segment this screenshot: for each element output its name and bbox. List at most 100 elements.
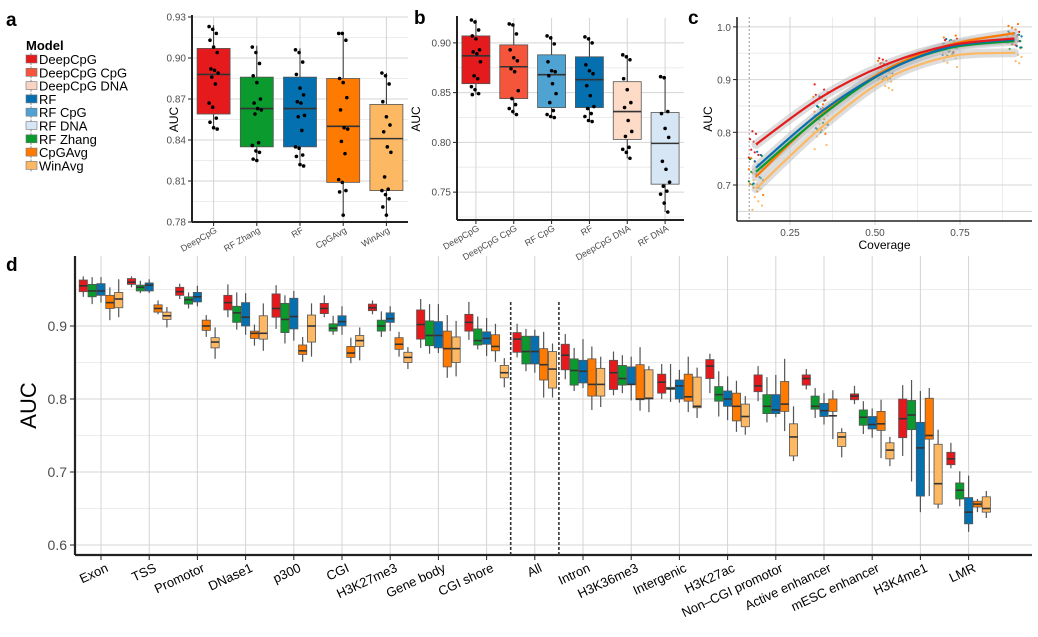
data-point [297, 146, 301, 150]
data-point [660, 159, 665, 164]
scatter-point [1007, 24, 1010, 27]
box-body [762, 394, 772, 414]
x-tick-label: 0.50 [865, 228, 885, 239]
y-tick-label: 0.9 [717, 76, 731, 87]
data-point [516, 88, 521, 93]
box-rf-zhang [617, 355, 627, 394]
scatter-point [754, 132, 758, 135]
box-cpgavg [683, 356, 693, 413]
data-point [545, 112, 549, 117]
box-rf [144, 279, 154, 294]
legend-key-swatch [25, 94, 38, 104]
legend-key-swatch [25, 81, 38, 90]
data-point [507, 22, 512, 26]
data-point [211, 125, 216, 130]
category-group [560, 334, 606, 410]
scatter-point [1016, 22, 1020, 26]
data-point [295, 99, 300, 104]
box-rf [482, 317, 492, 356]
scatter-point [943, 38, 947, 42]
box-deepcpg [608, 351, 618, 396]
y-axis-label: AUC [701, 106, 715, 132]
box-deepcpg [461, 18, 491, 97]
data-point [340, 31, 345, 36]
data-point [300, 153, 305, 157]
box-cpgavg [394, 331, 404, 357]
data-point [381, 205, 385, 209]
scatter-point [747, 180, 750, 183]
data-point [387, 196, 391, 201]
data-point [473, 20, 477, 24]
legend-item-label: DeepCpG [39, 52, 97, 67]
box-body [753, 374, 763, 393]
y-tick-label: 0.7 [717, 181, 731, 192]
category-group [801, 369, 847, 458]
box-body [801, 374, 811, 386]
box-rf [283, 48, 317, 168]
box-rf-zhang [858, 401, 868, 435]
legend-key-swatch [25, 107, 38, 117]
box-body [933, 443, 943, 505]
scatter-point [747, 156, 750, 159]
y-tick-label: 0.81 [167, 177, 187, 188]
box-winavg [369, 71, 404, 217]
box-deepcpg-dna [612, 53, 642, 161]
data-point [512, 69, 517, 74]
box-body [385, 312, 395, 323]
box-deepcpg [705, 353, 715, 394]
legend-item-label: RF CpG [39, 105, 87, 120]
box-winavg [837, 428, 847, 458]
category-group [271, 285, 317, 362]
box-body [241, 302, 251, 327]
data-point [476, 91, 481, 96]
scatter-point [1018, 62, 1021, 65]
box-winavg [885, 436, 895, 467]
scatter-point [878, 57, 881, 60]
legend-item: CpGAvg [25, 145, 88, 160]
box-deepcpg [512, 323, 522, 358]
data-point [208, 38, 212, 43]
scatter-point [747, 168, 750, 171]
scatter-point [757, 153, 760, 157]
scatter-point [748, 182, 752, 186]
box-body [114, 292, 124, 309]
data-point [624, 55, 629, 59]
chart-panel-c: 0.25 0.50 0.75 0.7 0.8 0.9 1.0 Coverage AUC [701, 17, 1032, 252]
box-rf [867, 408, 877, 438]
data-point [629, 100, 633, 105]
data-point [388, 123, 392, 127]
data-point [207, 24, 211, 29]
box-rf [771, 374, 781, 418]
data-point [550, 81, 555, 86]
scatter-point [756, 150, 759, 153]
box-winavg [692, 367, 702, 418]
data-point [552, 115, 557, 120]
box-cpgavg [346, 337, 356, 364]
data-point [548, 36, 553, 40]
data-point [509, 66, 513, 71]
box-winavg [307, 303, 317, 357]
category-group [705, 353, 750, 435]
y-axis-label: AUC [409, 106, 423, 132]
data-point [250, 143, 255, 148]
data-point [340, 180, 345, 185]
box-cpgavg [924, 388, 934, 497]
scatter-point [753, 151, 756, 154]
data-point [214, 31, 219, 36]
data-point [344, 38, 348, 43]
data-point [209, 67, 213, 71]
legend-item-label: RF DNA [39, 119, 88, 134]
data-point [344, 188, 348, 193]
box-body [626, 366, 636, 385]
box-body [740, 403, 750, 428]
y-tick-label: 0.75 [432, 188, 452, 199]
box-body [674, 379, 684, 400]
box-rf-zhang [184, 292, 194, 309]
box-body [705, 359, 715, 379]
data-point [622, 105, 627, 110]
box-rf-zhang [714, 371, 724, 417]
box-winavg [596, 356, 606, 408]
panel-label-a: a [6, 10, 17, 31]
box-deepcpg [898, 385, 908, 456]
